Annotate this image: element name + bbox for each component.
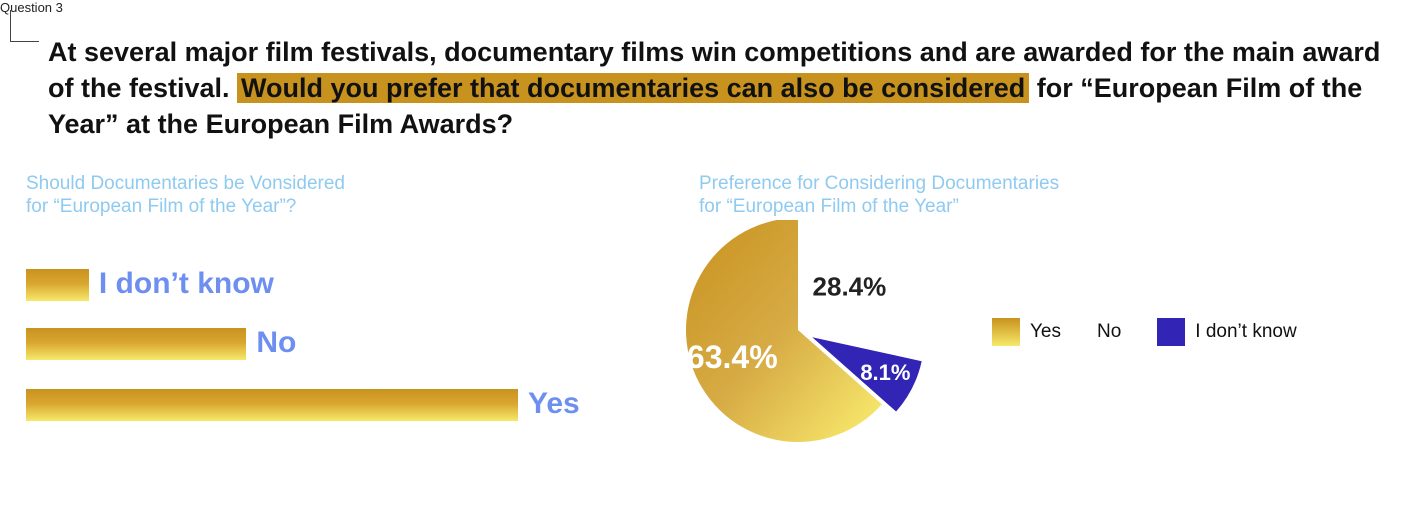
pie-slice-2 <box>812 337 922 412</box>
bracket-decoration <box>10 10 39 42</box>
pie-slice-1 <box>798 220 910 354</box>
legend-swatch-2 <box>1157 318 1186 346</box>
question-text: At several major film festivals, documen… <box>48 34 1388 142</box>
pie-label-2: 8.1% <box>860 360 910 385</box>
pie-chart-title: Preference for Considering Documentaries… <box>699 172 1059 218</box>
question-number: Question 3 <box>0 0 63 15</box>
pie-label-1: 28.4% <box>813 271 887 301</box>
legend-label-0: Yes <box>1030 321 1061 342</box>
bar-chart: I don’t know No Yes <box>0 240 640 460</box>
pie-legend: Yes No I don’t know <box>992 316 1333 348</box>
bar-0 <box>26 269 89 301</box>
bar-1 <box>26 328 247 360</box>
legend-swatch-0 <box>992 318 1020 346</box>
bar-label-2: Yes <box>528 387 580 420</box>
bar-chart-title: Should Documentaries be Vonsidered for “E… <box>26 172 345 218</box>
question-highlight: Would you prefer that documentaries can … <box>237 73 1030 103</box>
bar-2 <box>26 389 518 421</box>
question-text-before: At several major film festivals, documen… <box>48 37 1381 103</box>
legend-item-1: No <box>1097 318 1121 346</box>
bar-label-1: No <box>256 326 297 359</box>
bar-label-0: I don’t know <box>98 267 274 300</box>
legend-item-0: Yes <box>992 318 1061 346</box>
legend-label-2: I don’t know <box>1195 321 1297 342</box>
pie-chart-title-line-2: for “European Film of the Year” <box>699 196 959 217</box>
bar-chart-title-line-2: for “European Film of the Year”? <box>26 196 297 217</box>
legend-label-1: No <box>1097 321 1122 342</box>
pie-slice-0 <box>686 220 882 442</box>
legend-item-2: I don’t know <box>1157 318 1297 346</box>
pie-chart-title-line-1: Preference for Considering Documentaries <box>699 173 1060 194</box>
pie-chart: 28.4% 8.1% 63.4% <box>686 220 922 442</box>
question-text-after: for “European Film of the Year” at the E… <box>48 73 1363 139</box>
bar-chart-title-line-1: Should Documentaries be Vonsidered <box>26 173 345 194</box>
pie-label-0: 63.4% <box>687 339 778 375</box>
